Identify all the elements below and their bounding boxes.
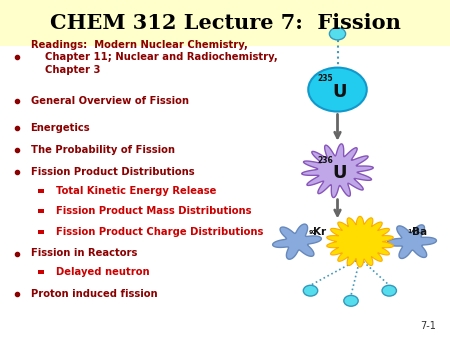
Bar xyxy=(38,189,44,193)
Text: Total Kinetic Energy Release: Total Kinetic Energy Release xyxy=(56,186,216,196)
Text: 7-1: 7-1 xyxy=(421,321,436,331)
Circle shape xyxy=(308,68,367,112)
Text: Fission Product Distributions: Fission Product Distributions xyxy=(31,167,194,177)
Text: General Overview of Fission: General Overview of Fission xyxy=(31,96,189,106)
Circle shape xyxy=(344,295,358,306)
Text: Fission Product Mass Distributions: Fission Product Mass Distributions xyxy=(56,206,252,216)
Text: Fission in Reactors: Fission in Reactors xyxy=(31,248,137,259)
Bar xyxy=(38,209,44,213)
Bar xyxy=(38,270,44,274)
Polygon shape xyxy=(302,144,373,198)
Text: 141: 141 xyxy=(407,229,420,234)
Text: Readings:  Modern Nuclear Chemistry,
    Chapter 11; Nuclear and Radiochemistry,: Readings: Modern Nuclear Chemistry, Chap… xyxy=(31,40,277,75)
Text: 236: 236 xyxy=(317,155,333,165)
Bar xyxy=(38,230,44,234)
Text: 235: 235 xyxy=(317,74,333,83)
Text: U: U xyxy=(333,83,347,101)
Polygon shape xyxy=(273,224,321,259)
Text: Ba: Ba xyxy=(412,226,427,237)
Polygon shape xyxy=(327,216,393,267)
Text: Fission Product Charge Distributions: Fission Product Charge Distributions xyxy=(56,226,264,237)
FancyBboxPatch shape xyxy=(0,0,450,46)
Text: CHEM 312 Lecture 7:  Fission: CHEM 312 Lecture 7: Fission xyxy=(50,13,400,33)
Text: U: U xyxy=(333,164,347,183)
Text: 92: 92 xyxy=(308,230,317,235)
Circle shape xyxy=(329,28,346,40)
Text: Delayed neutron: Delayed neutron xyxy=(56,267,150,277)
Text: Energetics: Energetics xyxy=(31,123,90,134)
Circle shape xyxy=(303,285,318,296)
Text: Proton induced fission: Proton induced fission xyxy=(31,289,157,299)
Polygon shape xyxy=(387,225,436,259)
Text: The Probability of Fission: The Probability of Fission xyxy=(31,145,175,155)
Circle shape xyxy=(382,285,396,296)
Text: Kr: Kr xyxy=(313,227,326,237)
